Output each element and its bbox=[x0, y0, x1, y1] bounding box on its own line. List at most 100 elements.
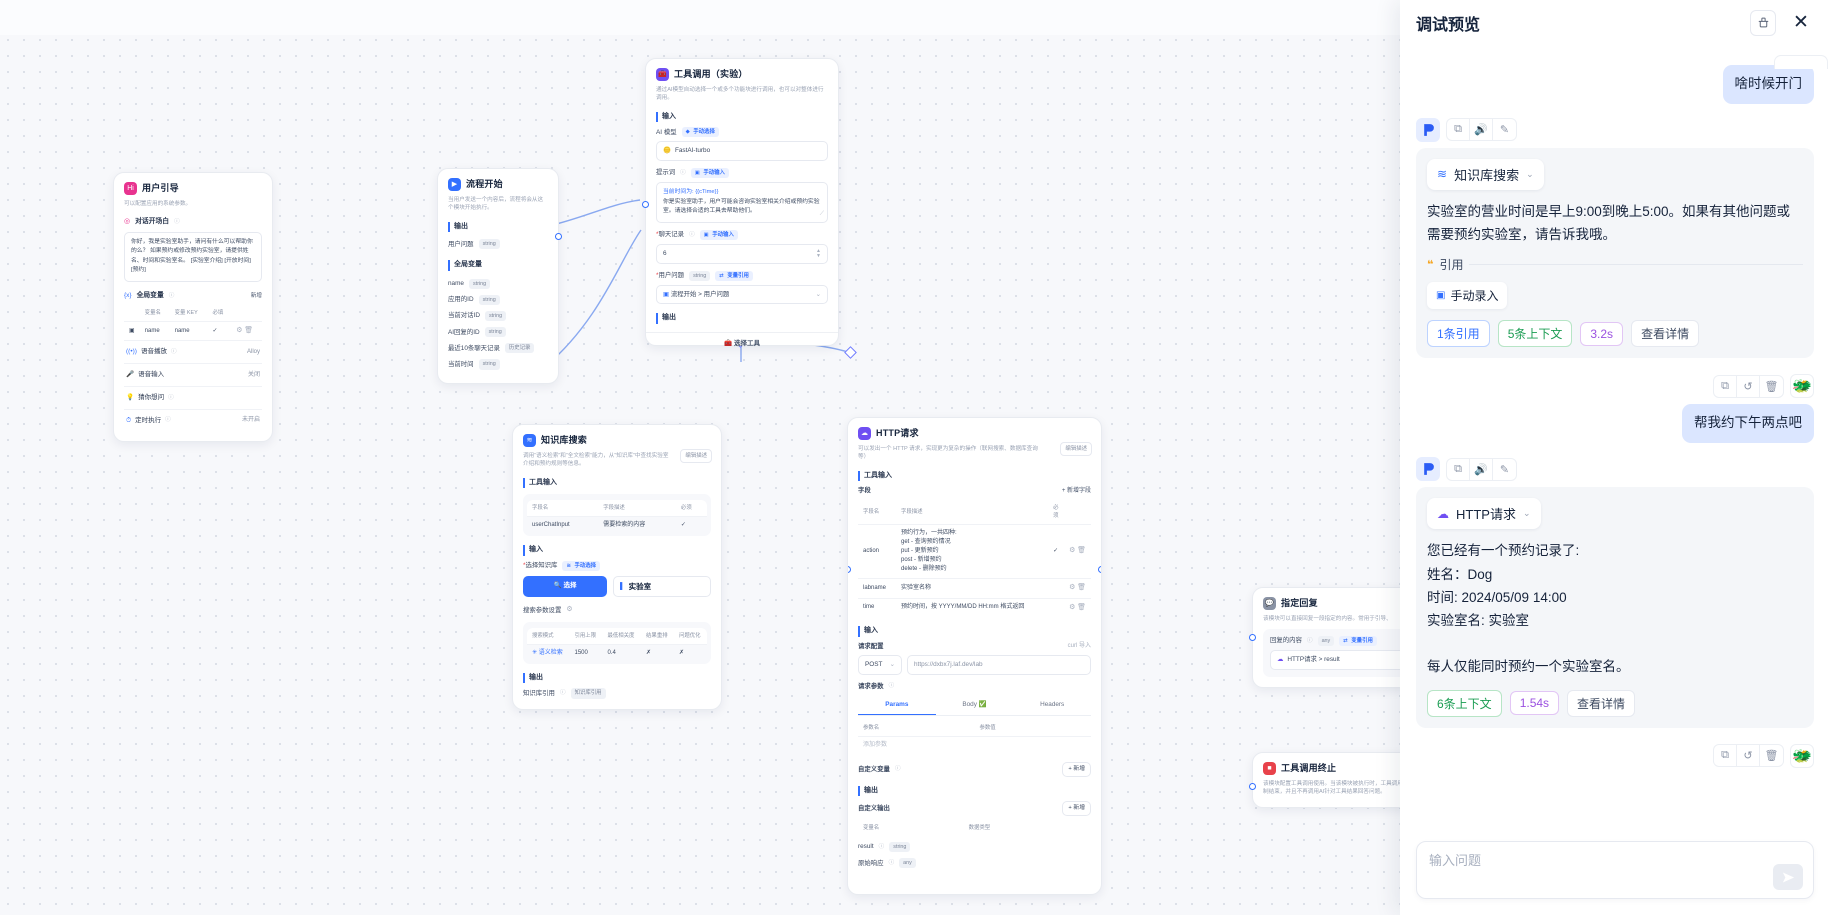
edit-icon[interactable]: ✎ bbox=[1499, 463, 1510, 476]
tab-headers[interactable]: Headers bbox=[1040, 701, 1065, 709]
speaker-icon[interactable]: 🔊 bbox=[1470, 458, 1493, 480]
info-icon[interactable]: ⓘ bbox=[878, 844, 885, 851]
info-icon[interactable]: ⓘ bbox=[168, 292, 175, 299]
stat-context[interactable]: 6条上下文 bbox=[1427, 689, 1502, 717]
prompt-badge[interactable]: ▣ 手动输入 bbox=[690, 168, 729, 179]
add-variable-button[interactable]: 新增 bbox=[250, 292, 262, 299]
info-icon[interactable]: ⓘ bbox=[689, 231, 695, 238]
input-port[interactable] bbox=[642, 201, 649, 208]
chevron-down-icon[interactable]: ⌄ bbox=[1522, 508, 1531, 519]
option-guess-question[interactable]: 💡 猜你想问 ⓘ bbox=[124, 385, 262, 409]
user-tools[interactable]: ⧉ ↺ 🗑 bbox=[1713, 744, 1784, 768]
input-port[interactable] bbox=[1249, 783, 1256, 790]
view-details-button[interactable]: 查看详情 bbox=[1567, 689, 1636, 717]
history-badge[interactable]: ▣ 手动输入 bbox=[699, 229, 738, 240]
info-icon[interactable]: ⓘ bbox=[559, 690, 566, 697]
speaker-icon[interactable]: 🔊 bbox=[1470, 119, 1493, 141]
info-icon[interactable]: ⓘ bbox=[1306, 638, 1313, 645]
tab-body[interactable]: Body ✅ bbox=[962, 701, 987, 709]
stat-citations[interactable]: 1条引用 bbox=[1427, 320, 1490, 348]
select-tool-button[interactable]: 🧰 选择工具 bbox=[646, 331, 838, 355]
source-node-chip[interactable]: ☁ HTTP请求 ⌄ bbox=[1427, 498, 1541, 530]
curl-import-button[interactable]: curl 导入 bbox=[1067, 642, 1091, 649]
stat-context[interactable]: 5条上下文 bbox=[1497, 320, 1573, 348]
user-question-badge[interactable]: ⇄ 变量引用 bbox=[715, 270, 753, 281]
info-icon[interactable]: ⓘ bbox=[888, 860, 895, 867]
delete-icon[interactable]: 🗑 bbox=[1077, 547, 1086, 555]
source-node-chip[interactable]: ≋ 知识库搜索 ⌄ bbox=[1427, 158, 1544, 190]
node-tool-stop[interactable]: ■ 工具调用终止 该模块配置工具调用使用。当该模块被执行时，工具调用将会强制结束… bbox=[1249, 752, 1400, 808]
add-output-button[interactable]: + 新增 bbox=[1062, 801, 1091, 817]
delete-icon[interactable]: 🗑 bbox=[1077, 603, 1086, 611]
workflow-canvas[interactable]: Hi 用户引导 可以配置应用的系统参数。 ◎ 对话开场白 ⓘ 你好，我是实验室助… bbox=[0, 0, 1400, 915]
user-tools[interactable]: ⧉ ↺ 🗑 bbox=[1713, 374, 1784, 398]
info-icon[interactable]: ⓘ bbox=[165, 417, 171, 424]
reply-value-select[interactable]: ☁ HTTP请求 > result bbox=[1270, 650, 1400, 670]
node-user-guide[interactable]: Hi 用户引导 可以配置应用的系统参数。 ◎ 对话开场白 ⓘ 你好，我是实验室助… bbox=[113, 172, 273, 443]
ai-tools[interactable]: ⧉ 🔊 ✎ bbox=[1446, 118, 1517, 142]
ai-tools[interactable]: ⧉ 🔊 ✎ bbox=[1446, 457, 1517, 481]
info-icon[interactable]: ⓘ bbox=[888, 683, 895, 690]
settings-icon[interactable]: ⚙ bbox=[236, 326, 243, 334]
retry-icon[interactable]: ↺ bbox=[1737, 375, 1760, 397]
view-details-button[interactable]: 查看详情 bbox=[1631, 320, 1700, 348]
input-port[interactable] bbox=[848, 566, 851, 573]
copy-icon[interactable]: ⧉ bbox=[1714, 375, 1737, 397]
stat-duration[interactable]: 3.2s bbox=[1580, 321, 1624, 346]
node-specified-reply[interactable]: 💬 指定回复 该模块可以直接回复一段指定的内容。常用于引导、 回复的内容 ⓘ a… bbox=[1249, 587, 1400, 688]
option-scheduled-run[interactable]: ⏱ 定时执行 ⓘ 未开启 bbox=[124, 408, 262, 432]
table-row[interactable]: ▣ name name ✓ ⚙ 🗑 bbox=[124, 320, 262, 341]
settings-icon[interactable]: ⚙ bbox=[1069, 584, 1076, 592]
copy-icon[interactable]: ⧉ bbox=[1447, 119, 1470, 141]
settings-icon[interactable]: ⚙ bbox=[566, 606, 573, 614]
message-input[interactable] bbox=[1429, 853, 1801, 868]
option-voice-play[interactable]: ((•)) 语音播放 ⓘ Alloy bbox=[124, 340, 262, 363]
opening-text[interactable]: 你好，我是实验室助手，请问有什么可以帮助你的么？ 如果预约或修改预约实验室，请提… bbox=[124, 231, 262, 282]
kb-chip[interactable]: ▌ 实验室 bbox=[613, 576, 711, 598]
prompt-textarea[interactable]: 当前时间为: {{cTime}} 你是实验室助手，用户可能会咨询实验室相关介绍或… bbox=[656, 182, 828, 223]
add-custom-var-button[interactable]: + 新增 bbox=[1062, 762, 1091, 777]
output-port[interactable] bbox=[555, 233, 562, 240]
option-voice-input[interactable]: 🎤 语音输入 关闭 bbox=[124, 363, 262, 386]
edit-description-button[interactable]: 编辑描述 bbox=[1060, 442, 1092, 457]
node-tool-call[interactable]: 🧰 工具调用（实验） 通过AI模型自动选择一个或多个功能块进行调用，也可以对整体… bbox=[642, 58, 839, 347]
history-number-input[interactable]: 6 ▲ ▼ bbox=[656, 243, 828, 264]
composer-box[interactable] bbox=[1416, 841, 1814, 899]
node-http-request[interactable]: ☁ HTTP请求 可以发出一个 HTTP 请求，实现更为复杂的操作（联网搜索、数… bbox=[847, 417, 1102, 895]
tab-params[interactable]: Params bbox=[858, 696, 936, 716]
user-question-select[interactable]: ▣ 流程开始 > 用户问题 ⌄ bbox=[656, 284, 828, 305]
reply-ref-badge[interactable]: ⇄ 变量引用 bbox=[1339, 636, 1377, 647]
restart-icon[interactable] bbox=[1750, 9, 1776, 36]
request-params-tabs[interactable]: Params Body ✅ Headers bbox=[858, 696, 1091, 717]
resize-handle[interactable]: ⟋ bbox=[819, 210, 824, 217]
chevron-down-icon[interactable]: ⌄ bbox=[815, 290, 821, 298]
node-kb-search[interactable]: ≋ 知识库搜索 调用“语义检索”和“全文检索”能力，从“知识库”中查找实验室介绍… bbox=[512, 424, 722, 710]
table-row[interactable]: 添加参数 bbox=[858, 736, 1091, 755]
chat-scroll-area[interactable]: 啥时候开门 ⧉ 🔊 ✎ ≋ 知识库搜索 ⌄ 实验室的营业时间 bbox=[1400, 45, 1830, 831]
copy-icon[interactable]: ⧉ bbox=[1714, 745, 1737, 767]
edit-description-button[interactable]: 编辑描述 bbox=[680, 449, 712, 464]
delete-icon[interactable]: 🗑 bbox=[1764, 750, 1779, 763]
info-icon[interactable]: ⓘ bbox=[174, 219, 180, 226]
settings-icon[interactable]: ⚙ bbox=[1069, 603, 1076, 611]
settings-icon[interactable]: ⚙ bbox=[1069, 547, 1076, 555]
edit-icon[interactable]: ✎ bbox=[1499, 124, 1510, 137]
delete-icon[interactable]: 🗑 bbox=[244, 326, 254, 334]
info-icon[interactable]: ⓘ bbox=[680, 169, 686, 176]
add-field-button[interactable]: + 新增字段 bbox=[1061, 487, 1091, 494]
ai-model-select[interactable]: 🪙 FastAI-turbo bbox=[656, 141, 828, 162]
select-kb-button[interactable]: 🔍 选择 bbox=[523, 576, 607, 598]
http-url-input[interactable]: https://dxbx7j.laf.dev/lab bbox=[907, 655, 1091, 675]
copy-icon[interactable]: ⧉ bbox=[1447, 458, 1470, 480]
delete-icon[interactable]: 🗑 bbox=[1077, 584, 1086, 592]
close-icon[interactable]: ✕ bbox=[1793, 12, 1809, 33]
stat-duration[interactable]: 1.54s bbox=[1509, 691, 1560, 716]
add-param-placeholder[interactable]: 添加参数 bbox=[858, 736, 1091, 755]
info-icon[interactable]: ⓘ bbox=[170, 349, 177, 356]
info-icon[interactable]: ⓘ bbox=[894, 766, 901, 773]
chevron-down-icon[interactable]: ⌄ bbox=[1526, 168, 1534, 179]
retry-icon[interactable]: ↺ bbox=[1737, 745, 1760, 767]
delete-icon[interactable]: 🗑 bbox=[1764, 380, 1779, 393]
ai-model-badge[interactable]: ◆ 手动选择 bbox=[681, 127, 719, 138]
output-port[interactable] bbox=[1098, 566, 1101, 573]
